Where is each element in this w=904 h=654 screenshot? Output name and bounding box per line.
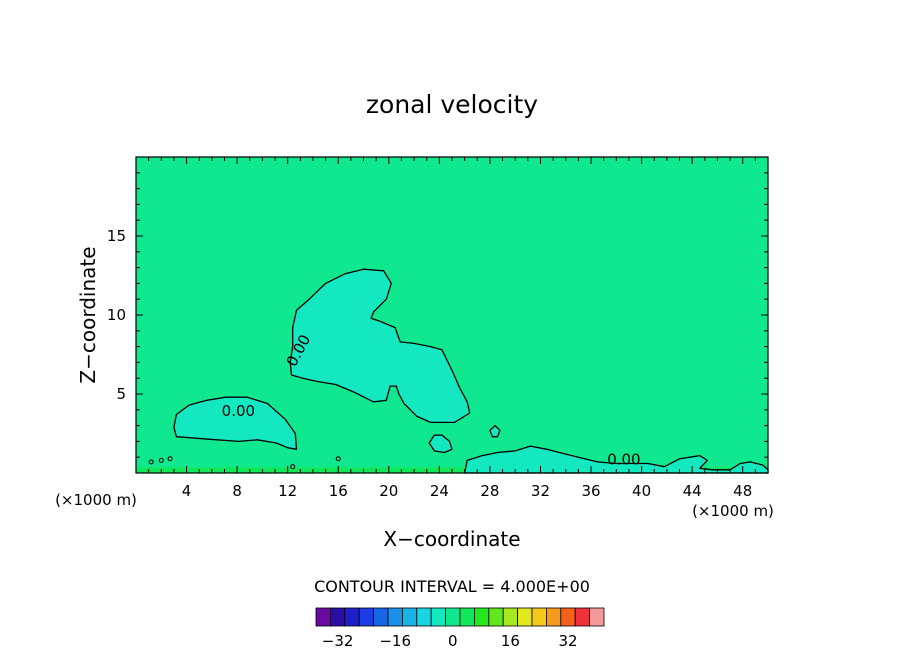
colorbar-swatch	[315, 607, 331, 627]
contour-small-cell-24	[428, 434, 453, 454]
x-tick-label: 4	[182, 482, 192, 500]
colorbar-swatch	[445, 607, 461, 627]
colorbar-swatch	[546, 607, 562, 627]
x-tick-label: 28	[480, 482, 499, 500]
contour-upper-cell	[289, 268, 471, 424]
colorbar-swatch	[574, 607, 591, 627]
contour-label: 0.00	[607, 450, 640, 468]
colorbar-swatch	[473, 607, 490, 627]
plot-area: 0.000.000.00	[135, 156, 769, 474]
colorbar-swatch	[387, 607, 403, 627]
colorbar-swatch	[358, 607, 375, 627]
x-tick-label: 12	[278, 482, 297, 500]
contour-speck	[335, 456, 341, 462]
contour-speck	[167, 456, 173, 462]
y-tick-label: 5	[116, 385, 126, 403]
colorbar-tick-label: −16	[379, 632, 411, 650]
colorbar-swatch	[430, 607, 447, 627]
colorbar-swatch	[459, 607, 475, 627]
colorbar-swatch	[488, 607, 504, 627]
colorbar-swatch	[517, 607, 533, 627]
x-axis-label: X−coordinate	[383, 527, 520, 551]
x-tick-label: 16	[329, 482, 348, 500]
contour-speck	[148, 459, 154, 465]
x-tick-label: 44	[683, 482, 702, 500]
colorbar-swatch	[502, 607, 519, 627]
contour-small-cell-28	[489, 424, 501, 438]
x-tick-label: 20	[379, 482, 398, 500]
x-tick-label: 24	[430, 482, 449, 500]
x-axis: 4 8 12 16 20 24 28 32 36 40 44 48	[148, 157, 756, 500]
contour-speck	[290, 464, 296, 470]
chart-title: zonal velocity	[366, 90, 538, 119]
colorbar-swatch	[560, 607, 576, 627]
y-tick-label: 15	[107, 227, 126, 245]
x-unit-left: (×1000 m)	[55, 491, 137, 509]
x-tick-label: 40	[632, 482, 651, 500]
x-tick-label: 32	[531, 482, 550, 500]
contour-speck	[158, 457, 164, 463]
contour-lower-left-cell	[173, 396, 298, 450]
colorbar-tick-label: −32	[322, 632, 354, 650]
x-tick-label: 36	[581, 482, 600, 500]
colorbar-swatch	[401, 607, 418, 627]
colorbar-swatch	[416, 607, 432, 627]
y-axis-label: Z−coordinate	[76, 246, 100, 383]
colorbar-swatch	[589, 607, 605, 627]
y-axis: 5 10 15	[107, 172, 768, 458]
y-tick-label: 10	[107, 306, 126, 324]
contour-interval-text: CONTOUR INTERVAL = 4.000E+00	[314, 577, 590, 596]
x-tick-label: 8	[232, 482, 242, 500]
colorbar: −32 −16 0 16 32	[315, 607, 605, 650]
colorbar-tick-label: 32	[558, 632, 577, 650]
colorbar-swatch	[531, 607, 547, 627]
x-tick-label: 48	[733, 482, 752, 500]
contour-label: 0.00	[222, 402, 255, 420]
x-unit-right: (×1000 m)	[692, 502, 774, 520]
colorbar-tick-label: 16	[501, 632, 520, 650]
colorbar-swatch	[329, 607, 346, 627]
colorbar-tick-label: 0	[448, 632, 458, 650]
colorbar-swatch	[373, 607, 389, 627]
colorbar-swatch	[344, 607, 360, 627]
